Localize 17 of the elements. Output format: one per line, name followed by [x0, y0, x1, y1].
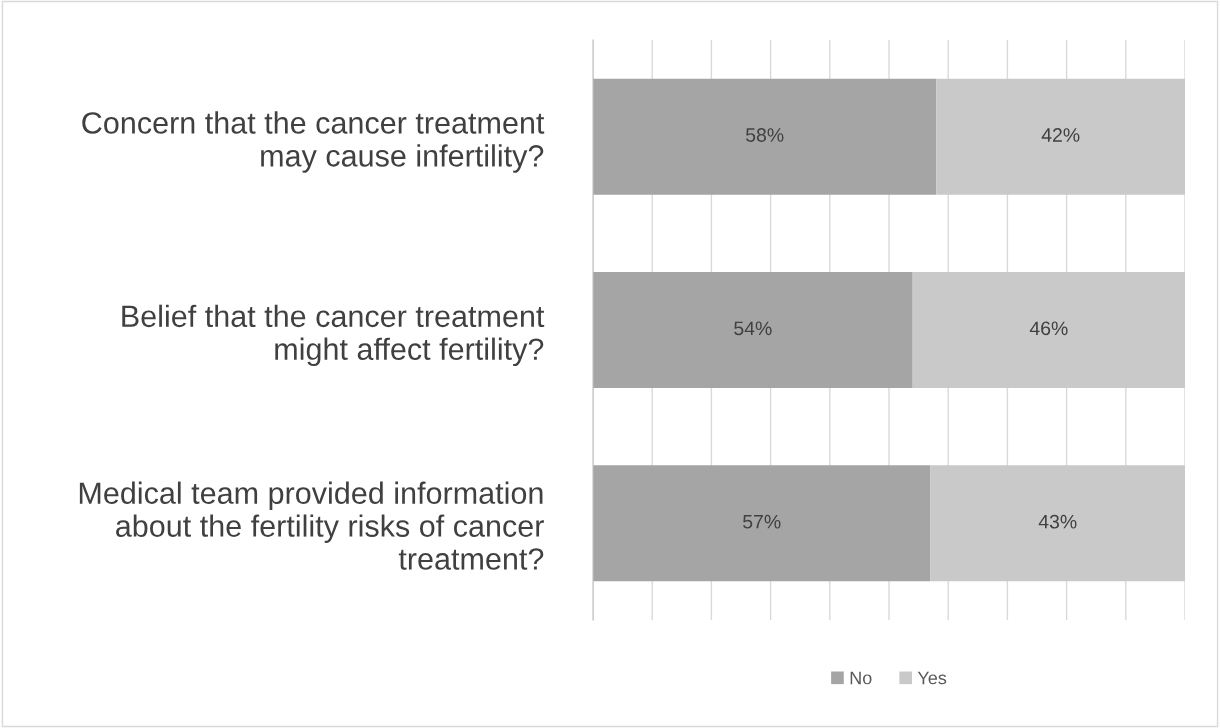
legend-label: Yes [917, 671, 947, 685]
data-label: 54% [734, 321, 772, 336]
y-tick-label: Medical team provided information about the fertility risks of cancer treatment? [79, 481, 544, 570]
bar [912, 272, 1185, 388]
y-tick-label: Belief that the cancer treatment might affect fertility? [122, 304, 545, 367]
y-tick-label: Concern that the cancer treatment may cause infertility? [82, 111, 545, 173]
bar [930, 465, 1185, 582]
data-label: 58% [746, 128, 784, 142]
data-label: 46% [1029, 321, 1068, 336]
bar [593, 272, 913, 388]
bar [593, 465, 931, 582]
legend-label: No [850, 671, 872, 685]
data-label: 43% [1038, 514, 1077, 529]
bar [593, 78, 937, 195]
data-label: 57% [743, 514, 781, 529]
bar [936, 78, 1185, 195]
data-label: 42% [1041, 128, 1080, 142]
